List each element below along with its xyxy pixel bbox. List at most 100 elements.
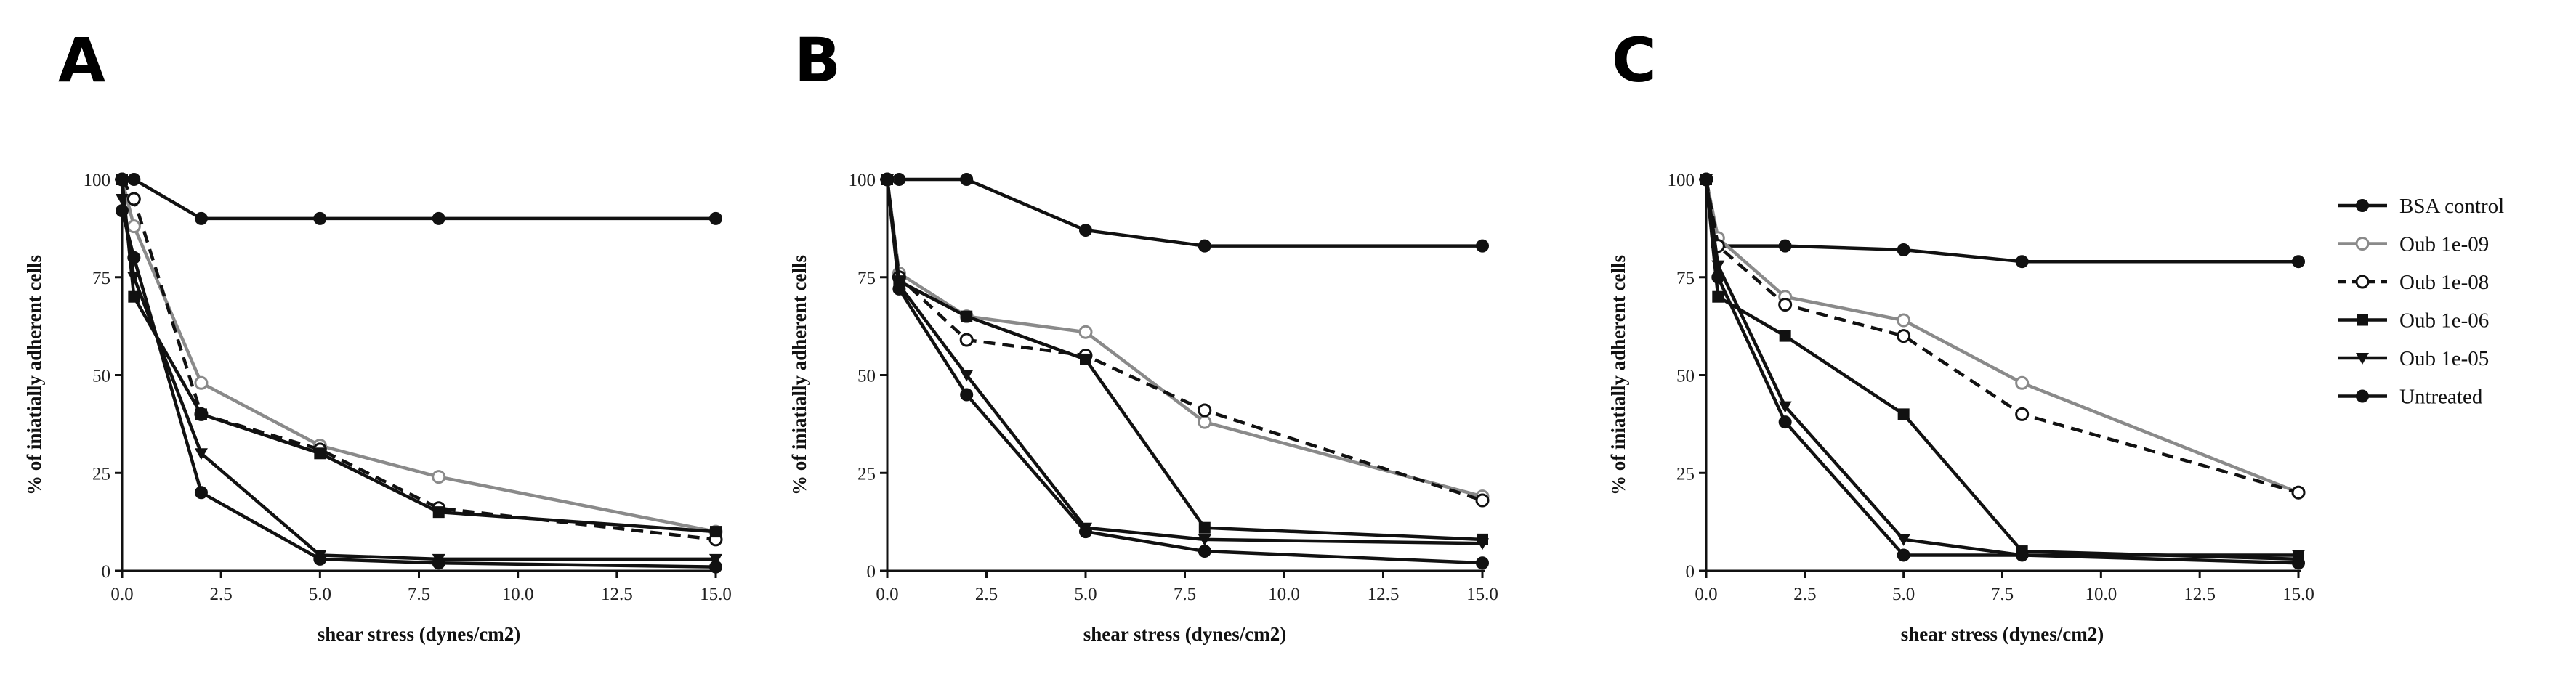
data-point [2015,548,2029,562]
data-point [1897,313,1911,328]
series-line [1704,179,2299,561]
legend-item: Oub 1e-06 [2338,309,2489,333]
x-tick-label: 5.0 [1074,585,1097,604]
y-axis-title: % of iniatially adherent cells [788,255,810,495]
data-point [2292,550,2305,562]
x-tick-label: 12.5 [2184,585,2216,604]
x-tick-label: 7.5 [1991,585,2014,604]
y-tick-label: 25 [92,464,110,484]
legend-label: Oub 1e-08 [2399,271,2489,294]
x-axis-title: shear stress (dynes/cm2) [318,623,520,645]
y-tick-label: 50 [1676,367,1695,386]
data-point [127,272,141,284]
series-oub-1e-06 [881,174,1488,545]
y-axis-title: % of iniatially adherent cells [23,255,45,495]
data-point [892,282,906,296]
series-line [885,179,1483,545]
data-point [1198,415,1212,429]
data-point [1897,243,1910,257]
legend-swatch-marker [2357,314,2368,326]
data-point [1778,401,1792,413]
series-oub-1e-06 [116,174,722,538]
data-point [116,174,128,185]
data-point [1897,534,1910,546]
panel-letter-c: C [1612,25,1657,96]
data-point [116,204,129,218]
x-tick-label: 0.0 [876,585,898,604]
panel-letter-a: A [58,25,105,96]
data-point [194,211,208,225]
legend-swatch-marker [2356,389,2369,403]
series-bsa-control [881,173,1489,253]
data-point [881,173,894,186]
data-point [960,388,974,402]
data-point [1198,403,1212,418]
legend-label: Oub 1e-09 [2399,233,2489,256]
x-tick-label: 10.0 [502,585,534,604]
series-untreated [116,204,722,574]
series-untreated [1700,173,2305,570]
data-point [194,448,208,460]
data-point [2015,375,2030,390]
series-line [885,179,1483,542]
y-tick-label: 50 [92,367,110,386]
data-point [1198,545,1211,558]
y-tick-label: 25 [857,464,876,484]
data-point [126,219,141,234]
legend-item: Oub 1e-09 [2338,233,2489,256]
series-oub-1e-08 [880,172,1490,508]
panel-a: A 0 25 50 75 100 0.0 2.5 5.0 7.5 10.0 12.5 15.0 shea… [23,25,732,645]
data-point [194,375,209,390]
series-bsa-control [116,173,722,225]
data-point [1198,534,1211,546]
data-point [1476,556,1489,570]
data-point [1078,325,1093,339]
legend-swatch-marker [2355,275,2370,289]
x-tick-label: 15.0 [700,585,732,604]
series-line [885,179,1483,503]
legend-item: Oub 1e-05 [2338,347,2489,370]
data-point [127,173,141,186]
data-point [1079,224,1092,237]
x-tick-label: 15.0 [2282,585,2314,604]
data-point [432,470,446,484]
legend: BSA control Oub 1e-09 Oub 1e-08 Oub 1e-06 Ou… [2338,195,2504,409]
plot-area-a: 0 25 50 75 100 0.0 2.5 5.0 7.5 10.0 12.5 15.0 shear … [23,171,732,645]
series-line [120,179,716,534]
x-tick-label: 5.0 [309,585,331,604]
series-line [1704,179,2299,495]
data-point [314,447,326,460]
legend-label: Untreated [2399,386,2483,409]
y-tick-label: 25 [1676,464,1695,484]
series-line [120,198,716,561]
data-point [1080,353,1091,365]
series-line [120,179,716,534]
data-point [709,553,722,566]
x-tick-label: 5.0 [1892,585,1915,604]
legend-item: Untreated [2338,386,2483,409]
series-oub-1e-09 [115,172,723,539]
data-point [1711,270,1725,284]
y-tick-label: 100 [849,171,876,190]
plot-area-b: 0 25 50 75 100 0.0 2.5 5.0 7.5 10.0 12.5 15.0 shear … [788,171,1498,645]
series-line [121,178,716,542]
panel-letter-b: B [794,25,841,96]
x-tick-label: 2.5 [975,585,998,604]
y-tick-label: 75 [857,269,876,288]
data-point [961,310,973,322]
y-tick-label: 0 [867,562,876,582]
series-line [887,177,1482,248]
series-bsa-control [1700,173,2305,269]
data-point [2015,407,2030,421]
y-tick-label: 75 [1676,269,1695,288]
data-point [1198,521,1211,534]
data-point [126,192,141,206]
y-axis-title: % of iniatially adherent cells [1607,255,1629,495]
data-point [194,486,208,500]
data-point [1700,173,1713,186]
legend-label: Oub 1e-05 [2399,347,2489,370]
data-point [960,173,974,186]
y-tick-label: 0 [1686,562,1695,582]
data-point [128,290,140,303]
